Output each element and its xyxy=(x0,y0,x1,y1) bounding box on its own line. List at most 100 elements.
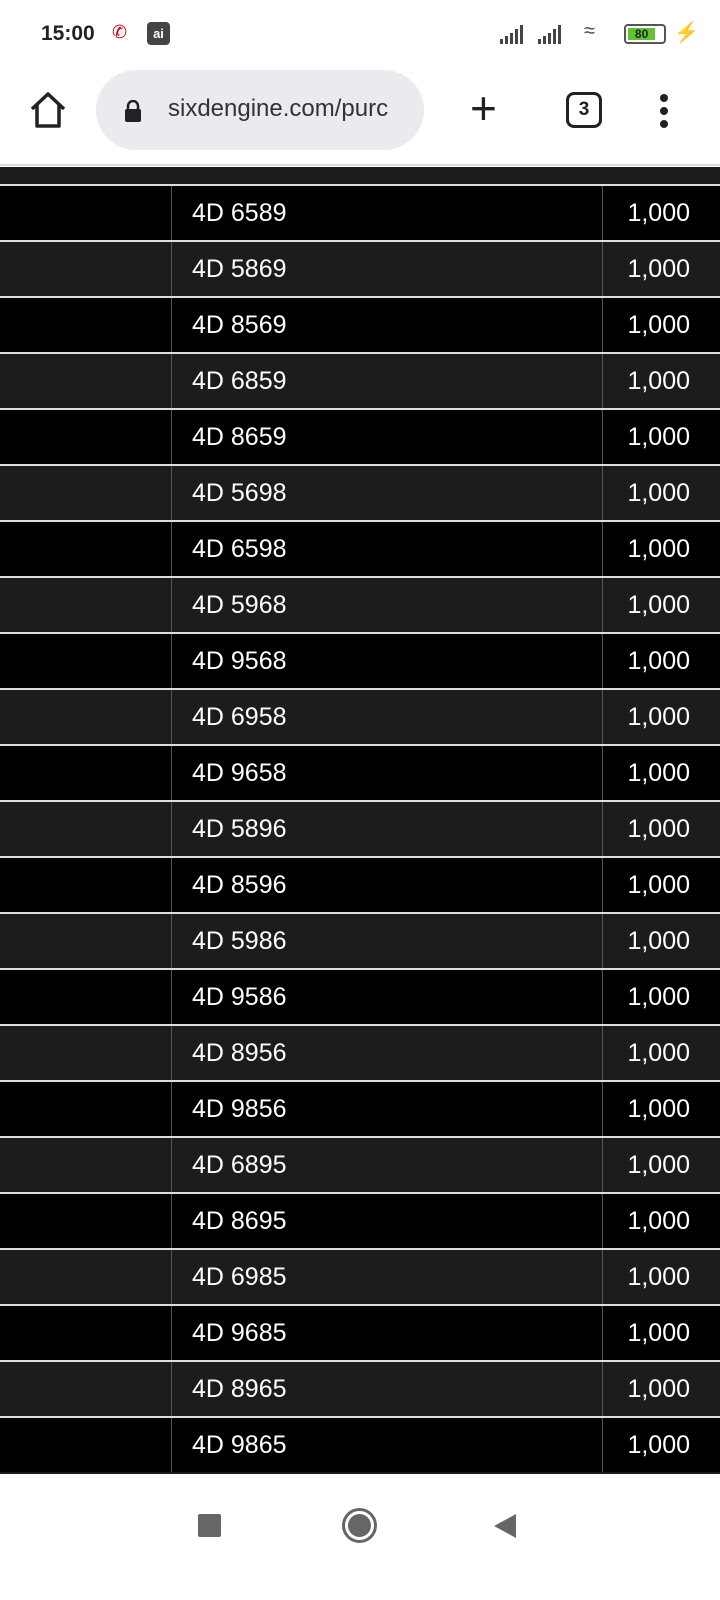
divider xyxy=(602,410,603,464)
cell xyxy=(0,298,172,352)
table-row: 4D 6598 1,000 xyxy=(0,520,720,576)
status-bar: 15:00 ✆ ai ≈ 80 ⚡ xyxy=(0,0,720,66)
cell xyxy=(0,1362,172,1416)
divider xyxy=(602,578,603,632)
table-row: 4D 9865 1,000 xyxy=(0,1416,720,1472)
cell xyxy=(0,1082,172,1136)
table-row: 4D 9586 1,000 xyxy=(0,968,720,1024)
back-button[interactable] xyxy=(494,1514,516,1538)
cell xyxy=(0,186,172,240)
divider xyxy=(602,1362,603,1416)
new-tab-icon[interactable]: + xyxy=(470,82,497,134)
url-text[interactable]: sixdengine.com/purc xyxy=(168,95,389,122)
divider xyxy=(602,522,603,576)
bet-amount: 1,000 xyxy=(627,199,690,227)
bet-number: 4D 8965 xyxy=(192,1375,287,1403)
bet-amount: 1,000 xyxy=(627,1039,690,1067)
bet-amount: 1,000 xyxy=(627,703,690,731)
bet-amount: 1,000 xyxy=(627,927,690,955)
cell xyxy=(0,578,172,632)
cell xyxy=(0,746,172,800)
divider xyxy=(602,690,603,744)
bet-number: 4D 8596 xyxy=(192,871,287,899)
divider xyxy=(602,1418,603,1472)
table-row: 4D 8659 1,000 xyxy=(0,408,720,464)
table-row: 4D 8965 1,000 xyxy=(0,1360,720,1416)
recents-button[interactable] xyxy=(198,1514,221,1537)
table-row: 4D 9685 1,000 xyxy=(0,1304,720,1360)
clock: 15:00 xyxy=(41,22,95,45)
divider xyxy=(602,1306,603,1360)
bet-amount: 1,000 xyxy=(627,591,690,619)
app-notification-icon: ai xyxy=(147,22,170,45)
cell xyxy=(0,522,172,576)
divider xyxy=(602,242,603,296)
table-row: 4D 5968 1,000 xyxy=(0,576,720,632)
divider xyxy=(602,802,603,856)
bet-amount: 1,000 xyxy=(627,1207,690,1235)
cell xyxy=(0,1194,172,1248)
cell xyxy=(0,1250,172,1304)
divider xyxy=(602,1026,603,1080)
divider xyxy=(602,466,603,520)
bet-amount: 1,000 xyxy=(627,1095,690,1123)
browser-toolbar: sixdengine.com/purc + 3 xyxy=(0,66,720,166)
bet-number: 4D 5968 xyxy=(192,591,287,619)
bet-amount: 1,000 xyxy=(627,759,690,787)
bet-number: 4D 9856 xyxy=(192,1095,287,1123)
table-row: 4D 6859 1,000 xyxy=(0,352,720,408)
table-row: 4D 6985 1,000 xyxy=(0,1248,720,1304)
table-row: 4D 8569 1,000 xyxy=(0,296,720,352)
table-row: 4D 5986 1,000 xyxy=(0,912,720,968)
table-row: 4D 9658 1,000 xyxy=(0,744,720,800)
lock-icon[interactable] xyxy=(124,100,142,122)
cell xyxy=(0,914,172,968)
bet-number: 4D 9568 xyxy=(192,647,287,675)
cell xyxy=(0,690,172,744)
bet-number: 4D 6895 xyxy=(192,1151,287,1179)
bet-number: 4D 9685 xyxy=(192,1319,287,1347)
bet-amount: 1,000 xyxy=(627,479,690,507)
signal-icon xyxy=(500,24,523,44)
bet-amount: 1,000 xyxy=(627,983,690,1011)
navigation-bar xyxy=(0,1474,720,1600)
address-bar[interactable]: sixdengine.com/purc xyxy=(96,70,424,150)
divider xyxy=(602,1250,603,1304)
cell xyxy=(0,1026,172,1080)
divider xyxy=(602,914,603,968)
bet-amount: 1,000 xyxy=(627,1375,690,1403)
bet-number: 4D 5698 xyxy=(192,479,287,507)
bet-number: 4D 5896 xyxy=(192,815,287,843)
bet-amount: 1,000 xyxy=(627,423,690,451)
cell xyxy=(0,466,172,520)
cell xyxy=(0,970,172,1024)
bet-number: 4D 6859 xyxy=(192,367,287,395)
divider xyxy=(602,1138,603,1192)
cell xyxy=(0,802,172,856)
table-row: 4D 9568 1,000 xyxy=(0,632,720,688)
bet-amount: 1,000 xyxy=(627,815,690,843)
bet-amount: 1,000 xyxy=(627,367,690,395)
charging-icon: ⚡ xyxy=(674,22,699,44)
divider xyxy=(602,970,603,1024)
table-row: 4D 8596 1,000 xyxy=(0,856,720,912)
table-row: 4D 8695 1,000 xyxy=(0,1192,720,1248)
home-icon[interactable] xyxy=(28,90,68,130)
divider xyxy=(602,634,603,688)
bet-number: 4D 8956 xyxy=(192,1039,287,1067)
bet-number: 4D 6958 xyxy=(192,703,287,731)
divider xyxy=(602,1194,603,1248)
divider xyxy=(602,186,603,240)
table-row: 4D 6958 1,000 xyxy=(0,688,720,744)
missed-call-icon: ✆ xyxy=(112,22,128,42)
battery-icon: 80 xyxy=(624,24,666,44)
tab-switcher-button[interactable]: 3 xyxy=(566,92,602,128)
bet-amount: 1,000 xyxy=(627,1319,690,1347)
bet-amount: 1,000 xyxy=(627,1431,690,1459)
table-row: 4D 5896 1,000 xyxy=(0,800,720,856)
bet-amount: 1,000 xyxy=(627,871,690,899)
signal-icon xyxy=(538,24,561,44)
more-menu-icon[interactable] xyxy=(660,94,668,133)
home-button[interactable] xyxy=(342,1508,377,1543)
table-row: 4D 9856 1,000 xyxy=(0,1080,720,1136)
